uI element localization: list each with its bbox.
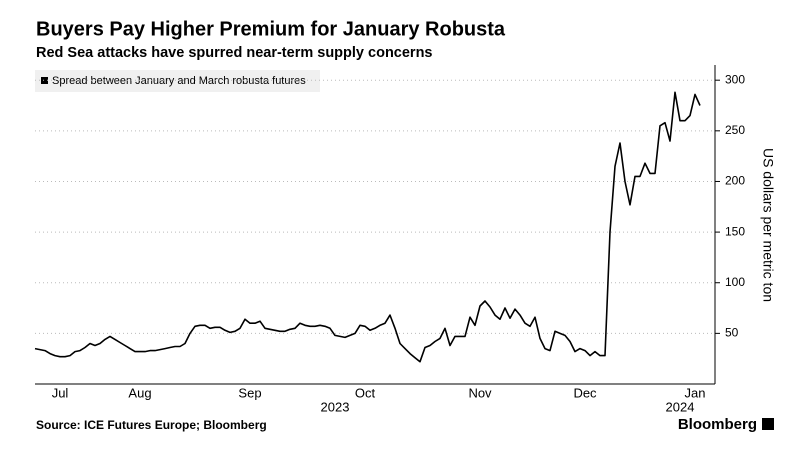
legend-swatch xyxy=(41,77,48,84)
chart-title: Buyers Pay Higher Premium for January Ro… xyxy=(36,18,506,40)
year-label: 2024 xyxy=(666,399,695,414)
line xyxy=(34,91,701,363)
legend-box xyxy=(35,70,320,92)
x-tick-label: Oct xyxy=(355,385,376,400)
year-label: 2023 xyxy=(321,399,350,414)
x-tick-label: Nov xyxy=(468,385,492,400)
y-tick-label: 50 xyxy=(725,326,739,340)
y-tick-label: 300 xyxy=(725,72,745,86)
y-tick-label: 250 xyxy=(725,123,745,137)
brand-icon xyxy=(762,418,774,430)
y-tick-label: 200 xyxy=(725,174,745,188)
x-tick-label: Jan xyxy=(685,385,706,400)
chart-subtitle: Red Sea attacks have spurred near-term s… xyxy=(36,45,433,61)
brand: Bloomberg xyxy=(678,416,757,433)
y-tick-label: 150 xyxy=(725,224,745,238)
legend-label: Spread between January and March robusta… xyxy=(52,75,306,87)
x-tick-label: Sep xyxy=(238,385,261,400)
y-tick-label: 100 xyxy=(725,275,745,289)
x-tick-label: Dec xyxy=(573,385,597,400)
source: Source: ICE Futures Europe; Bloomberg xyxy=(36,418,267,432)
x-tick-label: Aug xyxy=(128,385,151,400)
x-tick-label: Jul xyxy=(52,385,69,400)
y-axis-title: US dollars per metric ton xyxy=(760,148,776,302)
